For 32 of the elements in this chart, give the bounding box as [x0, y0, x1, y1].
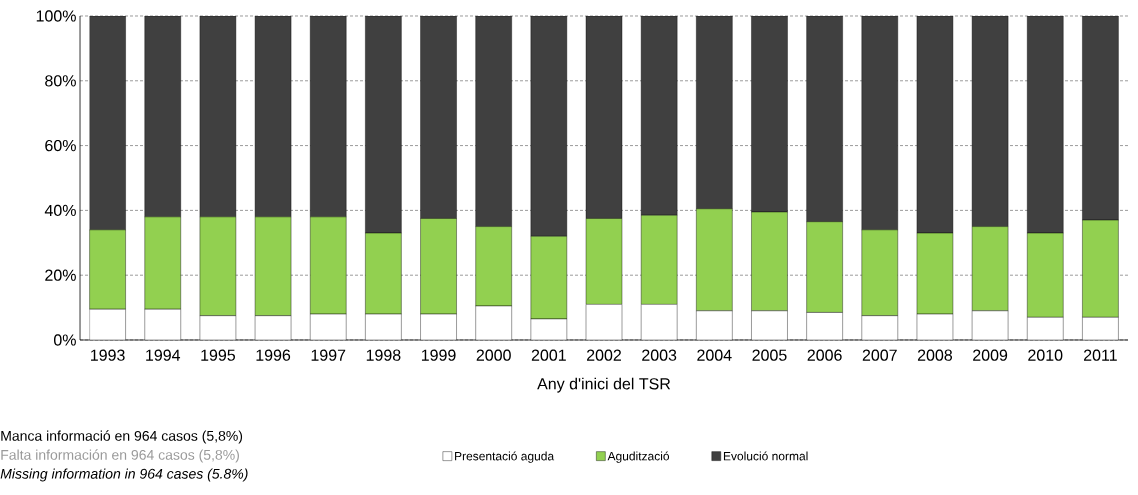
x-tick-label: 2002: [587, 349, 621, 361]
text: Falta información en 964 casos (5,8%): [1, 449, 239, 463]
x-tick-label: 1998: [366, 349, 401, 361]
text: Manca informació en 964 casos (5,8%): [1, 430, 243, 444]
x-tick-label: 2006: [807, 349, 842, 361]
y-tick-label: 0%: [53, 334, 76, 346]
legend-label: Agudització: [607, 451, 670, 463]
y-tick-label: 80%: [45, 75, 76, 87]
x-tick-label: 1994: [146, 349, 181, 361]
y-tick-label: 60%: [45, 139, 76, 152]
x-tick-label: 2000: [476, 349, 511, 361]
x-tick-label: 1996: [256, 349, 291, 361]
legend-label: Presentació aguda: [455, 451, 555, 463]
x-tick-label: 2001: [531, 349, 566, 361]
y-tick-label: 100%: [36, 10, 76, 22]
text: Missing information in 964 cases (5.8%): [0, 468, 248, 482]
x-axis-title: Any d'inici del TSR: [537, 377, 671, 393]
x-tick-label: 1997: [311, 349, 346, 361]
x-tick-label: 2008: [917, 349, 953, 361]
x-tick-label: 2010: [1028, 349, 1063, 361]
x-tick-label: 2011: [1084, 349, 1117, 361]
y-tick-label: 40%: [44, 204, 76, 217]
x-tick-label: 2009: [973, 349, 1008, 361]
x-tick-label: 2005: [752, 349, 787, 361]
x-tick-label: 2007: [862, 349, 897, 361]
x-tick-label: 2004: [697, 349, 732, 361]
legend-label: Evolució normal: [723, 451, 808, 461]
x-tick-label: 1999: [421, 349, 456, 361]
x-tick-label: 1993: [91, 349, 125, 361]
x-tick-label: 2003: [642, 349, 677, 361]
y-tick-label: 20%: [45, 269, 76, 281]
x-tick-label: 1995: [201, 349, 236, 361]
